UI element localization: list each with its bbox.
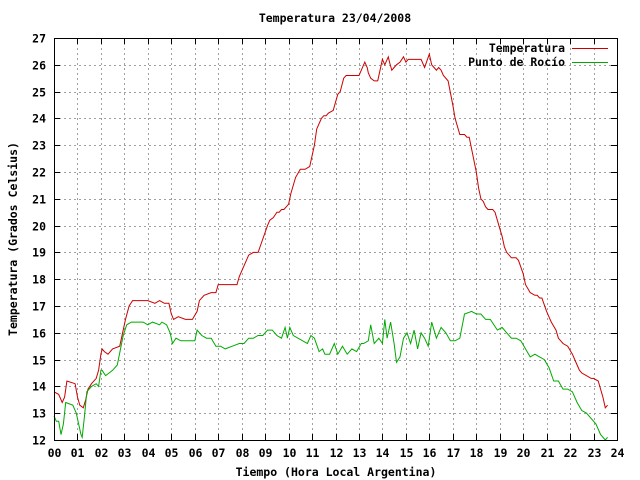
x-tick-label: 03 <box>118 446 132 460</box>
y-tick-label: 24 <box>32 112 46 126</box>
y-tick-label: 26 <box>32 59 46 73</box>
y-tick-label: 27 <box>32 32 46 46</box>
x-tick-label: 05 <box>165 446 179 460</box>
series-lines <box>53 52 608 441</box>
x-tick-labels: 00 01 02 03 04 05 06 07 08 09 10 11 12 13 14 15 16 17 18 19… <box>48 446 625 460</box>
x-axis-label: Tiempo (Hora Local Argentina) <box>236 465 437 479</box>
y-tick-label: 20 <box>32 220 46 234</box>
y-tick-label: 19 <box>32 246 46 260</box>
x-tick-label: 09 <box>259 446 273 460</box>
legend-label: Punto de Rocío <box>468 55 565 69</box>
y-tick-label: 21 <box>32 193 46 207</box>
axis-ticks <box>54 38 618 441</box>
x-tick-label: 24 <box>611 446 625 460</box>
x-tick-label: 02 <box>95 446 109 460</box>
legend-label: Temperatura <box>489 41 565 55</box>
y-tick-label: 17 <box>32 300 46 314</box>
y-tick-label: 12 <box>32 434 46 448</box>
x-tick-label: 18 <box>470 446 484 460</box>
series-line-punto-de-rocio <box>53 310 608 441</box>
y-tick-label: 25 <box>32 86 46 100</box>
grid <box>54 38 617 440</box>
series-line-temperatura <box>53 52 608 409</box>
x-tick-label: 15 <box>400 446 414 460</box>
x-tick-label: 08 <box>236 446 250 460</box>
y-tick-label: 14 <box>32 380 46 394</box>
x-tick-label: 04 <box>142 446 156 460</box>
y-tick-label: 16 <box>32 327 46 341</box>
x-tick-label: 17 <box>447 446 461 460</box>
x-tick-label: 23 <box>588 446 602 460</box>
x-tick-label: 10 <box>283 446 297 460</box>
x-tick-label: 16 <box>423 446 437 460</box>
x-tick-label: 01 <box>71 446 85 460</box>
x-tick-label: 00 <box>48 446 62 460</box>
y-tick-labels: 12 13 14 15 16 17 18 19 20 21 22 23 24 25 26 27 <box>32 32 46 448</box>
x-tick-label: 19 <box>494 446 508 460</box>
y-tick-label: 18 <box>32 273 46 287</box>
x-tick-label: 22 <box>564 446 578 460</box>
x-tick-label: 12 <box>330 446 344 460</box>
chart-title: Temperatura 23/04/2008 <box>259 11 411 25</box>
y-tick-label: 23 <box>32 139 46 153</box>
x-tick-label: 21 <box>541 446 555 460</box>
y-tick-label: 22 <box>32 166 46 180</box>
x-tick-label: 07 <box>212 446 226 460</box>
x-tick-label: 14 <box>376 446 390 460</box>
x-tick-label: 20 <box>517 446 531 460</box>
x-tick-label: 13 <box>353 446 367 460</box>
x-tick-label: 06 <box>189 446 203 460</box>
y-axis-label: Temperatura (Grados Celsius) <box>6 142 20 336</box>
x-tick-label: 11 <box>306 446 320 460</box>
y-tick-label: 15 <box>32 354 46 368</box>
y-tick-label: 13 <box>32 407 46 421</box>
